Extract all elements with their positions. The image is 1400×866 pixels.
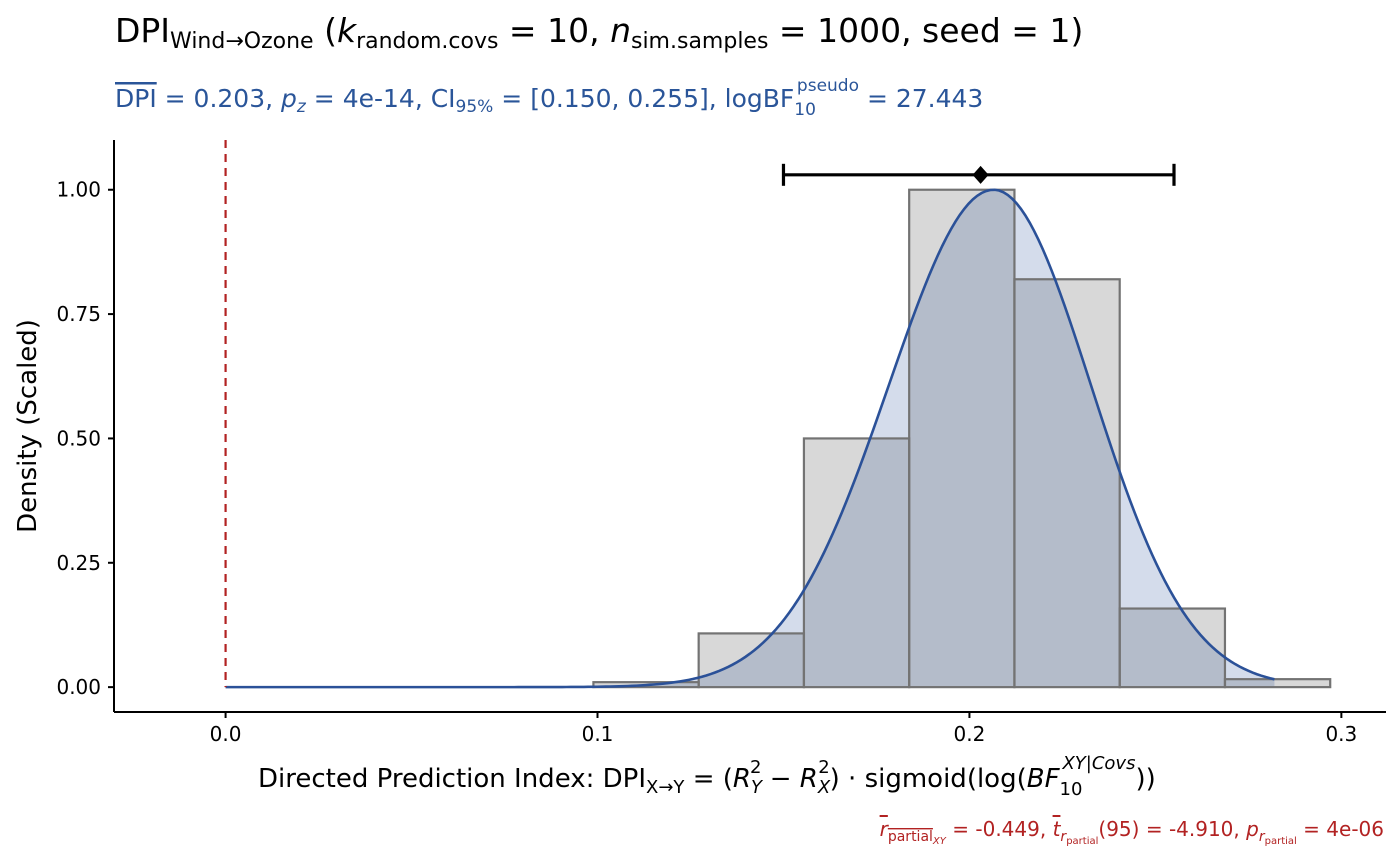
subtitle-ci-label: 95% (456, 97, 494, 117)
mean-point (972, 165, 989, 184)
histogram-overlap-10 (1224, 679, 1275, 688)
y-tick-label-4: 1.00 (56, 178, 101, 202)
subtitle-logbf: 27.443 (896, 84, 983, 113)
x-tick-label-0: 0.0 (210, 722, 242, 746)
chart-subtitle: DPI = 0.203, pz = 4e-14, CI95% = [0.150,… (115, 76, 983, 120)
x-label-prefix: Directed Prediction Index: DPI (258, 764, 646, 794)
density-line (225, 188, 1275, 689)
x-tick-label-2: 0.2 (954, 722, 986, 746)
caption-r-sub: XY (932, 836, 947, 847)
caption-p-value: 4e-06 (1326, 817, 1384, 841)
x-label-bf-sup: XY|Covs (1061, 753, 1135, 774)
y-tick-label-1: 0.25 (56, 551, 101, 575)
chart-title: DPIWind→Ozone (krandom.covs = 10, nsim.s… (115, 11, 1083, 54)
histogram-outlines (592, 188, 1332, 689)
title-seed-value: 1 (1049, 11, 1070, 50)
y-tick-label-2: 0.50 (56, 426, 101, 450)
subtitle-p-z: 4e-14 (343, 84, 415, 113)
subtitle-dpi-mean: 0.203 (194, 84, 266, 113)
x-label-bf-sub: 10 (1060, 779, 1083, 800)
caption-r-value: -0.449 (975, 817, 1039, 841)
ci-errorbar (781, 163, 1176, 186)
subtitle-bf-sup: pseudo (797, 76, 859, 96)
title-prefix-sub: Wind→Ozone (170, 29, 314, 54)
x-axis-label: Directed Prediction Index: DPIX→Y = (RY2… (258, 753, 1156, 800)
subtitle-ci: [0.150, 0.255] (530, 84, 709, 113)
y-axis-label: Density (Scaled) (13, 319, 43, 533)
x-tick-label-1: 0.1 (582, 722, 614, 746)
title-k-value: 10 (547, 11, 589, 50)
subtitle-bf-sub: 10 (794, 100, 816, 120)
x-tick-label-3: 0.3 (1325, 722, 1357, 746)
caption-t-df: 95 (1106, 817, 1131, 841)
y-tick-label-3: 0.75 (56, 302, 101, 326)
histogram-outline-8 (1013, 278, 1121, 689)
title-seed-label: seed (922, 11, 1001, 50)
axes: 0.00 0.25 0.50 0.75 1.00 0.0 0.1 0.2 0.3 (56, 140, 1386, 746)
title-n-value: 1000 (817, 11, 901, 50)
chart-caption: rpartialXY = -0.449, trpartial(95) = -4.… (880, 817, 1384, 847)
histogram-bar-10 (1224, 679, 1331, 688)
title-n-label: sim.samples (631, 29, 768, 54)
title-k-label: random.covs (356, 29, 498, 54)
density-line-layer (225, 188, 1275, 689)
histogram-outline-9 (1118, 607, 1227, 689)
histogram-outline-10 (1223, 678, 1332, 689)
caption-t-value: -4.910 (1169, 817, 1233, 841)
title-prefix: DPI (115, 11, 170, 50)
y-tick-label-0: 0.00 (56, 675, 101, 699)
x-label-sub: X→Y (646, 777, 685, 798)
